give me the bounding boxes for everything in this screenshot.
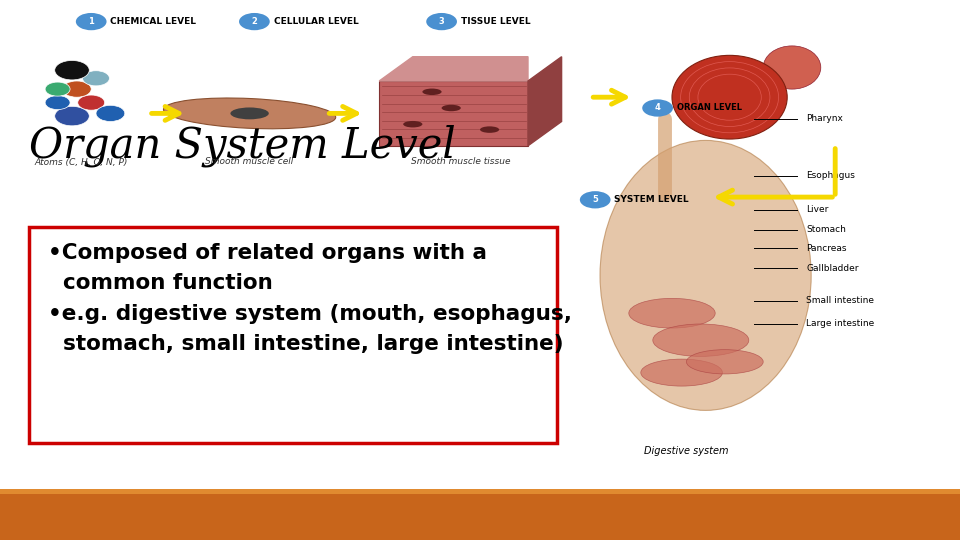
Circle shape: [83, 71, 109, 86]
FancyBboxPatch shape: [29, 227, 557, 443]
Ellipse shape: [763, 46, 821, 89]
Ellipse shape: [422, 89, 442, 95]
Text: 5: 5: [592, 195, 598, 204]
Ellipse shape: [230, 107, 269, 119]
Text: Large intestine: Large intestine: [806, 320, 875, 328]
Circle shape: [96, 105, 125, 122]
Text: Gallbladder: Gallbladder: [806, 264, 859, 273]
Ellipse shape: [641, 359, 722, 386]
Circle shape: [78, 95, 105, 110]
Ellipse shape: [653, 324, 749, 356]
Text: ORGAN LEVEL: ORGAN LEVEL: [677, 104, 742, 112]
Text: Organ System Level: Organ System Level: [29, 125, 456, 167]
Text: Stomach: Stomach: [806, 225, 847, 234]
Circle shape: [62, 81, 91, 97]
Ellipse shape: [600, 140, 811, 410]
Circle shape: [55, 106, 89, 126]
Text: Smooth muscle tissue: Smooth muscle tissue: [411, 158, 511, 166]
Ellipse shape: [629, 298, 715, 328]
Circle shape: [642, 99, 673, 117]
Circle shape: [45, 82, 70, 96]
Text: 3: 3: [439, 17, 444, 26]
Circle shape: [426, 13, 457, 30]
Circle shape: [580, 191, 611, 208]
Text: Pancreas: Pancreas: [806, 244, 847, 253]
Text: 4: 4: [655, 104, 660, 112]
Ellipse shape: [672, 56, 787, 139]
Text: Pharynx: Pharynx: [806, 114, 843, 123]
Circle shape: [55, 60, 89, 80]
Text: CHEMICAL LEVEL: CHEMICAL LEVEL: [110, 17, 197, 26]
Text: Atoms (C, H, O, N, P): Atoms (C, H, O, N, P): [35, 158, 129, 166]
Text: Smooth muscle cell: Smooth muscle cell: [205, 158, 294, 166]
Polygon shape: [379, 57, 528, 81]
Bar: [0, 494, 960, 540]
Text: Digestive system: Digestive system: [644, 446, 729, 456]
Text: Liver: Liver: [806, 205, 828, 214]
Text: CELLULAR LEVEL: CELLULAR LEVEL: [274, 17, 358, 26]
Circle shape: [239, 13, 270, 30]
Text: TISSUE LEVEL: TISSUE LEVEL: [461, 17, 531, 26]
Bar: [0, 489, 960, 494]
Ellipse shape: [163, 98, 336, 129]
Ellipse shape: [403, 121, 422, 127]
Ellipse shape: [442, 105, 461, 111]
Text: •Composed of related organs with a
  common function
•e.g. digestive system (mou: •Composed of related organs with a commo…: [48, 243, 572, 354]
Text: Small intestine: Small intestine: [806, 296, 875, 305]
Text: 2: 2: [252, 17, 257, 26]
Circle shape: [45, 96, 70, 110]
Ellipse shape: [686, 350, 763, 374]
Text: SYSTEM LEVEL: SYSTEM LEVEL: [614, 195, 689, 204]
Circle shape: [76, 13, 107, 30]
Ellipse shape: [480, 126, 499, 133]
Text: 1: 1: [88, 17, 94, 26]
Polygon shape: [528, 57, 562, 146]
Text: Esophagus: Esophagus: [806, 171, 855, 180]
FancyBboxPatch shape: [379, 81, 528, 146]
